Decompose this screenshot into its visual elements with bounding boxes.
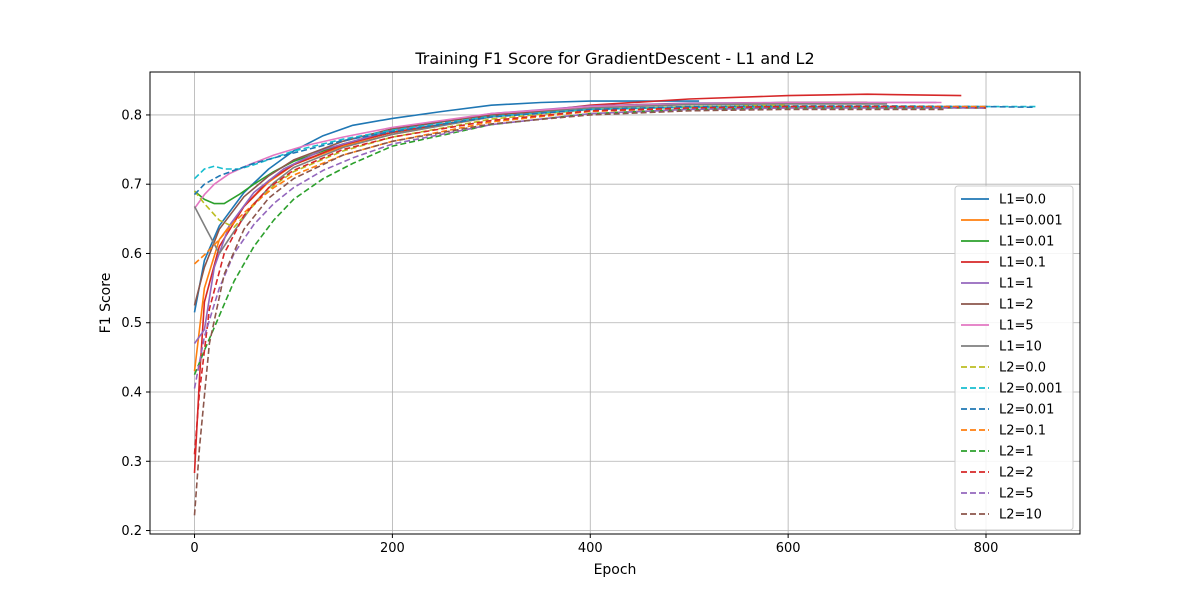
y-tick-label: 0.5 xyxy=(121,316,142,331)
legend-label: L1=1 xyxy=(999,277,1034,292)
x-tick-label: 200 xyxy=(380,541,405,556)
series-lines xyxy=(193,93,1036,516)
series-line-l2-10 xyxy=(193,108,947,516)
series-line-l1-0-0 xyxy=(193,100,700,313)
legend-label: L2=0.1 xyxy=(999,424,1046,439)
series-line-l2-5 xyxy=(193,107,986,389)
y-tick-label: 0.7 xyxy=(121,178,142,193)
series-line-l2-0-001 xyxy=(193,105,1036,180)
y-tick-label: 0.4 xyxy=(121,386,142,401)
legend-label: L2=2 xyxy=(999,466,1034,481)
series-line-l2-2 xyxy=(193,105,987,455)
axis-ticks: 0 200 400 600 800 0.2 0.3 0.4 0.5 0.6 0.7 0.8 xyxy=(121,108,998,556)
x-axis-label: Epoch xyxy=(594,562,637,578)
legend-label: L1=5 xyxy=(999,319,1034,334)
chart-title: Training F1 Score for GradientDescent - … xyxy=(414,49,814,68)
plot-frame xyxy=(149,71,1081,535)
legend-label: L2=1 xyxy=(999,445,1034,460)
legend-label: L1=0.1 xyxy=(999,256,1046,271)
x-tick-label: 400 xyxy=(578,541,603,556)
gridlines xyxy=(150,72,1080,534)
legend-label: L1=0.0 xyxy=(999,193,1046,208)
legend-label: L1=0.01 xyxy=(999,235,1054,250)
y-axis-label: F1 Score xyxy=(98,273,114,334)
y-tick-label: 0.2 xyxy=(121,524,142,539)
legend-box xyxy=(954,185,1074,531)
series-line-l2-1 xyxy=(193,107,986,376)
legend-label: L2=0.0 xyxy=(999,361,1046,376)
legend-label: L2=10 xyxy=(999,508,1042,523)
legend-label: L1=2 xyxy=(999,298,1034,313)
legend-label: L2=5 xyxy=(999,487,1034,502)
legend-label: L2=0.001 xyxy=(999,382,1063,397)
legend: L1=0.0 L1=0.001 L1=0.01 L1=0.1 L1=1 L1=2 L1=5 L… xyxy=(954,185,1074,531)
x-tick-label: 800 xyxy=(974,541,999,556)
y-tick-label: 0.3 xyxy=(121,455,142,470)
legend-label: L1=10 xyxy=(999,340,1042,355)
legend-label: L1=0.001 xyxy=(999,214,1063,229)
y-tick-label: 0.8 xyxy=(121,108,142,123)
legend-label: L2=0.01 xyxy=(999,403,1054,418)
x-tick-label: 600 xyxy=(776,541,801,556)
series-line-l1-10 xyxy=(193,103,888,255)
series-line-l1-5 xyxy=(193,101,942,209)
y-tick-label: 0.6 xyxy=(121,247,142,262)
x-tick-label: 0 xyxy=(190,541,198,556)
